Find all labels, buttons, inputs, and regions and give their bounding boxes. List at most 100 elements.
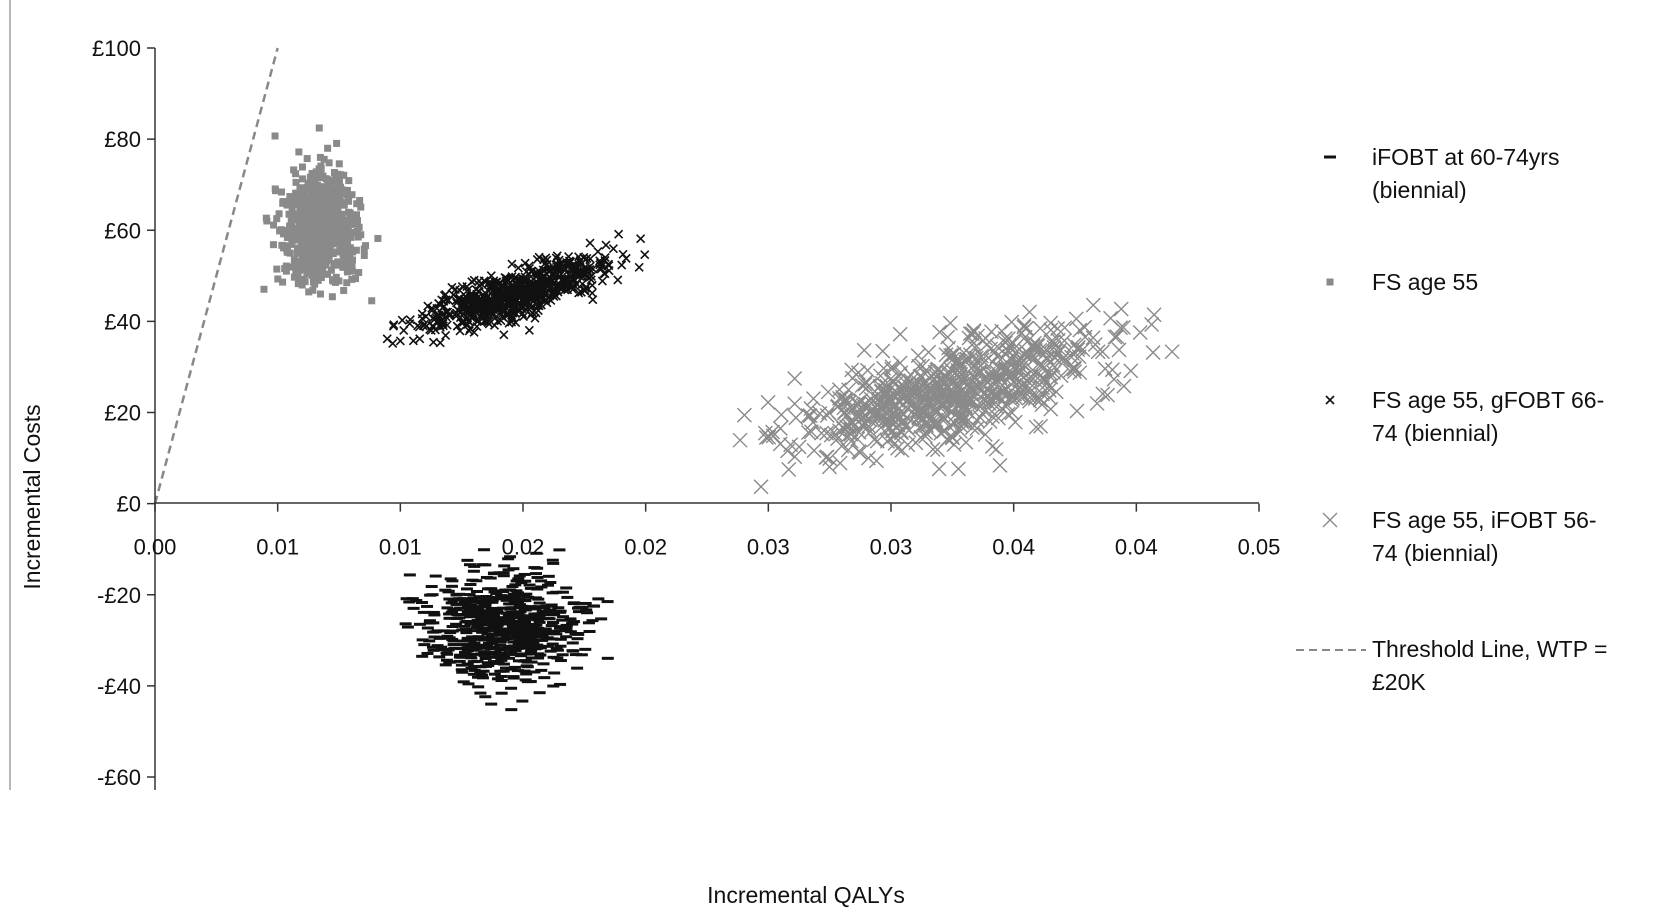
data-point (273, 215, 281, 223)
data-point (980, 394, 996, 410)
plot-area (153, 47, 1180, 712)
data-point (450, 622, 463, 626)
data-point (461, 619, 474, 623)
data-point (290, 166, 298, 174)
data-point (753, 479, 769, 495)
data-point (922, 385, 938, 401)
data-point (521, 665, 534, 669)
data-point (415, 600, 428, 604)
data-point (513, 574, 526, 578)
data-point (546, 631, 559, 635)
data-point (431, 629, 444, 633)
data-point (478, 653, 491, 657)
data-point (455, 663, 468, 667)
data-point (886, 374, 902, 390)
data-point (1104, 362, 1120, 378)
data-point (997, 330, 1013, 346)
data-point (335, 160, 343, 168)
data-point (462, 281, 472, 292)
data-point (532, 656, 545, 660)
data-point (406, 597, 419, 601)
data-point (479, 695, 492, 699)
data-point (350, 229, 358, 237)
data-point (863, 395, 879, 411)
data-point (1035, 369, 1051, 385)
data-point (296, 230, 304, 238)
data-point (413, 622, 426, 626)
data-point (547, 684, 560, 688)
data-point (525, 277, 535, 288)
data-point (1100, 387, 1116, 403)
data-point (992, 457, 1008, 473)
data-point (277, 226, 285, 234)
data-point (466, 289, 476, 299)
data-point (1097, 361, 1113, 377)
data-point (500, 618, 513, 622)
data-point (294, 280, 302, 288)
data-point (482, 587, 495, 591)
data-point (304, 197, 312, 205)
data-point (317, 221, 325, 229)
data-point (488, 672, 501, 676)
data-point (456, 318, 467, 328)
x-tick-label: 0.04 (992, 535, 1035, 560)
data-point (595, 617, 608, 621)
data-point (340, 171, 348, 179)
data-point (292, 170, 300, 178)
data-point (473, 646, 486, 650)
data-point (579, 601, 592, 605)
data-point (399, 622, 412, 626)
data-point (882, 420, 898, 436)
data-point (560, 624, 573, 628)
data-point (760, 394, 776, 410)
data-point (892, 326, 908, 342)
data-point (806, 443, 822, 459)
data-point (528, 566, 541, 570)
data-point (536, 635, 549, 639)
data-point (485, 702, 498, 706)
data-point (446, 579, 459, 583)
data-point (556, 653, 569, 657)
data-point (1164, 344, 1180, 360)
data-point (964, 420, 980, 436)
data-point (997, 388, 1013, 404)
data-point (475, 601, 488, 605)
data-point (408, 336, 418, 346)
data-point (484, 576, 497, 580)
x-tick-label: 0.01 (379, 535, 422, 560)
data-point (571, 637, 584, 641)
data-point (326, 189, 334, 197)
data-point (973, 348, 989, 364)
data-point (502, 310, 512, 321)
data-point (1047, 344, 1063, 360)
data-point (931, 461, 947, 477)
data-point (520, 652, 533, 656)
data-point (1002, 351, 1018, 367)
data-point (454, 606, 467, 610)
data-point (328, 276, 336, 284)
data-point (1021, 346, 1037, 362)
data-point (533, 616, 546, 620)
data-point (442, 648, 455, 652)
data-point (1146, 307, 1162, 323)
data-point (502, 656, 515, 660)
data-point (532, 612, 545, 616)
data-point (522, 631, 535, 635)
data-point (453, 655, 466, 659)
data-point (338, 232, 346, 240)
data-point (405, 319, 415, 329)
data-point (410, 599, 423, 603)
data-point (320, 183, 328, 191)
data-point (531, 587, 544, 591)
data-point (322, 258, 330, 266)
data-point (403, 600, 416, 604)
data-point (547, 288, 557, 298)
y-tick-label: £40 (104, 309, 141, 334)
data-point (468, 668, 481, 672)
data-point (521, 646, 534, 650)
data-point (528, 670, 541, 674)
data-point (1012, 365, 1028, 381)
data-point (308, 271, 316, 279)
data-point (477, 548, 490, 552)
data-point (963, 393, 979, 409)
